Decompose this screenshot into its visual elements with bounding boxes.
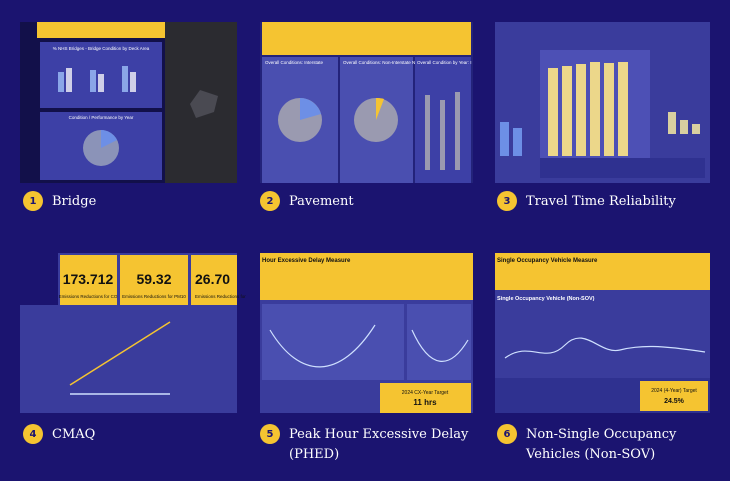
header: [260, 253, 473, 300]
target-value: 11 hrs: [413, 398, 437, 407]
card-title: Bridge: [52, 194, 97, 209]
map-shape: [190, 90, 218, 118]
kpi-caption: Emissions Reductions for PM10: [122, 294, 186, 299]
kpi-box: [191, 255, 237, 305]
mini-line: [504, 337, 706, 359]
badge: [260, 424, 280, 444]
mini-line: [69, 321, 171, 386]
card-label[interactable]: 2 Pavement: [260, 191, 354, 211]
card-title: Non-Single Occupancy: [526, 427, 677, 442]
badge-number: 3: [504, 196, 511, 207]
thumbnail-phed[interactable]: Hour Excessive Delay Measure 2024 CX-Yea…: [260, 253, 473, 413]
mini-pie-slice: [376, 97, 384, 120]
target-box: [380, 383, 471, 413]
kpi-caption: Emissions Reductions for CO: [59, 294, 118, 299]
card-title: Pavement: [289, 194, 354, 209]
thumbnail-bridge[interactable]: % NHS Bridges - Bridge Condition by Deck…: [20, 22, 237, 183]
badge-number: 5: [267, 429, 274, 440]
table: [37, 22, 165, 38]
mini-bars: [425, 92, 460, 170]
panel: [407, 304, 471, 380]
thumbnail-nonsov[interactable]: Single Occupancy Vehicle Measure Single …: [495, 253, 710, 413]
mini-bars: [500, 122, 522, 156]
header-title: Hour Excessive Delay Measure: [262, 258, 351, 264]
panel-title: Overall Conditions: Non-Interstate NHS: [343, 60, 422, 65]
mini-bars: [668, 112, 700, 134]
kpi-value: 26.70: [195, 271, 230, 287]
card-title: Travel Time Reliability: [526, 194, 677, 209]
table: [262, 22, 471, 55]
card-label[interactable]: 3 Travel Time Reliability: [497, 191, 677, 211]
panel-title: % NHS Bridges - Bridge Condition by Deck…: [53, 46, 150, 51]
card-title: Vehicles (Non-SOV): [525, 447, 655, 462]
thumbnail-travel-time[interactable]: [495, 22, 710, 183]
badge: [497, 191, 517, 211]
badge: [497, 424, 517, 444]
target-value: 24.5%: [664, 398, 685, 405]
header-title: Single Occupancy Vehicle Measure: [497, 258, 598, 264]
target-caption: 2024 (4-Year) Target: [651, 388, 697, 394]
panel-title: Overall Condition by Year: I: [417, 60, 472, 65]
badge: [23, 191, 43, 211]
badge-number: 6: [504, 429, 511, 440]
mini-bars: [548, 62, 628, 156]
badge-number: 4: [30, 429, 37, 440]
target-box: [640, 381, 708, 411]
badge-number: 1: [30, 196, 37, 207]
thumbnail-pavement[interactable]: Overall Conditions: Interstate Overall C…: [260, 22, 473, 183]
kpi-box: [120, 255, 188, 305]
kpi-caption: Emissions Reductions for: [195, 294, 246, 299]
card-label[interactable]: 5 Peak Hour Excessive Delay (PHED): [260, 424, 469, 462]
kpi-value: 173.712: [63, 271, 114, 287]
mini-pie-slice: [101, 130, 117, 148]
header: [495, 253, 710, 290]
card-title: CMAQ: [52, 427, 95, 442]
panel-title: Single Occupancy Vehicle (Non-SOV): [497, 296, 595, 302]
kpi-value: 59.32: [136, 271, 171, 287]
mini-bars: [58, 66, 136, 92]
kpi-box: [60, 255, 117, 305]
card-label[interactable]: 4 CMAQ: [23, 424, 95, 444]
thumbnail-cmaq[interactable]: 173.712 Emissions Reductions for CO 59.3…: [20, 253, 246, 413]
card-title: (PHED): [289, 447, 339, 462]
panel-title: Condition / Performance by Year: [69, 115, 134, 120]
panel: [262, 304, 404, 380]
text-block: [540, 158, 705, 178]
card-label[interactable]: 6 Non-Single Occupancy Vehicles (Non-SOV…: [497, 424, 677, 462]
target-caption: 2024 CX-Year Target: [402, 390, 449, 396]
card-label[interactable]: 1 Bridge: [23, 191, 97, 211]
mini-line: [269, 324, 376, 368]
badge: [260, 191, 280, 211]
mini-line: [411, 329, 469, 362]
badge: [23, 424, 43, 444]
panel-title: Overall Conditions: Interstate: [265, 60, 324, 65]
mini-pie-slice: [300, 98, 321, 120]
sidebar: [20, 253, 58, 305]
card-title: Peak Hour Excessive Delay: [289, 427, 469, 442]
badge-number: 2: [267, 196, 274, 207]
